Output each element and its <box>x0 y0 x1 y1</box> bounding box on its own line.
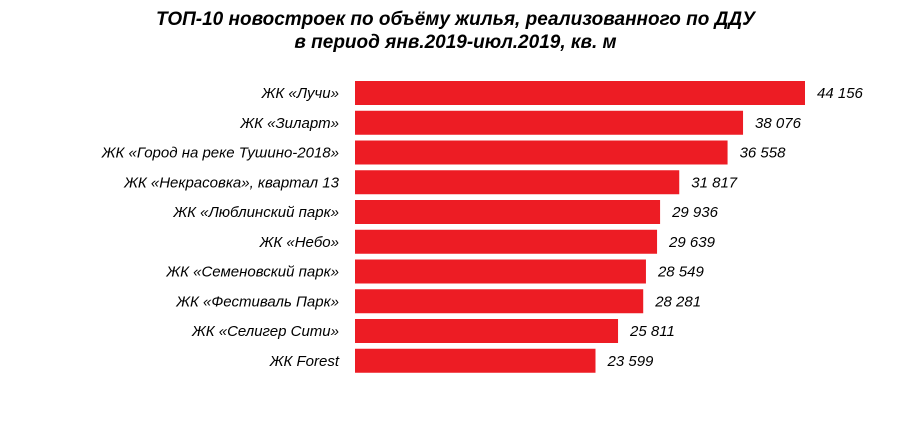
value-label: 31 817 <box>691 174 738 191</box>
category-label: ЖК «Фестиваль Парк» <box>175 293 339 310</box>
bar <box>355 348 596 373</box>
bar <box>355 289 644 314</box>
category-label: ЖК «Зиларт» <box>239 115 339 132</box>
value-label: 44 156 <box>817 85 864 102</box>
chart-title-block: ТОП-10 новостроек по объёму жилья, реали… <box>0 8 911 54</box>
value-label: 25 811 <box>629 323 675 340</box>
value-label: 23 599 <box>607 353 655 370</box>
category-label: ЖК «Семеновский парк» <box>165 264 339 281</box>
bar <box>355 200 661 224</box>
value-label: 29 639 <box>668 234 716 251</box>
category-label: ЖК «Некрасовка», квартал 13 <box>123 174 340 191</box>
value-label: 38 076 <box>755 115 802 132</box>
value-label: 29 936 <box>671 204 719 221</box>
category-label: ЖК Forest <box>269 353 340 370</box>
category-label: ЖК «Селигер Сити» <box>191 323 339 340</box>
category-label: ЖК «Люблинский парк» <box>172 204 339 221</box>
chart-title: ТОП-10 новостроек по объёму жилья, реали… <box>155 9 755 30</box>
bar <box>355 140 728 165</box>
bar <box>355 319 619 343</box>
value-label: 36 558 <box>740 145 787 162</box>
chart-subtitle: в период янв.2019-июл.2019, кв. м <box>294 32 617 53</box>
value-label: 28 549 <box>657 264 705 281</box>
bar <box>355 110 744 135</box>
bar <box>355 259 646 284</box>
category-label: ЖК «Лучи» <box>261 85 339 102</box>
bar <box>355 170 680 195</box>
category-label: ЖК «Город на реке Тушино-2018» <box>101 145 339 162</box>
category-label: ЖК «Небо» <box>259 234 339 251</box>
bar <box>355 81 805 105</box>
value-label: 28 281 <box>654 293 701 310</box>
bar <box>355 229 658 254</box>
